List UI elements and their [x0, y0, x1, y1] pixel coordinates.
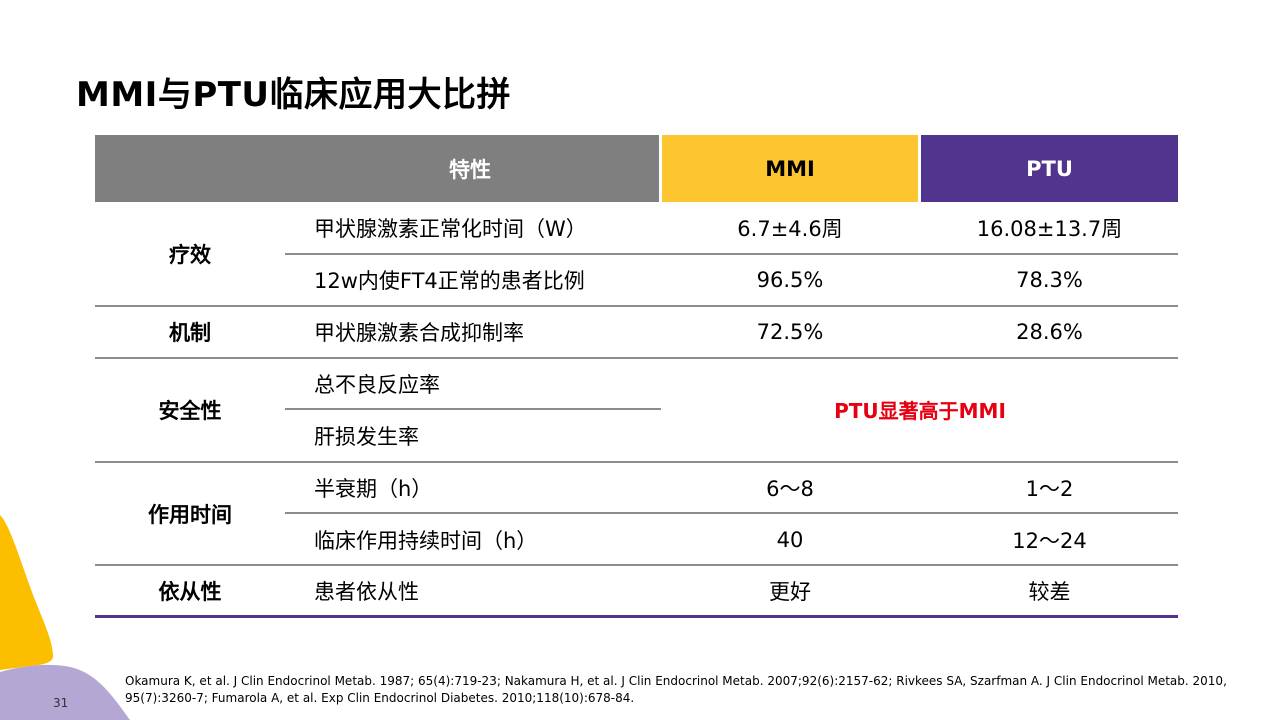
mmi-patient-compliance: 更好: [769, 580, 811, 604]
feature-synthesis-inhibition: 甲状腺激素合成抑制率: [314, 320, 524, 345]
header-feature: 特性: [95, 135, 659, 202]
ptu-ft4-normal-ratio: 78.3%: [1016, 267, 1083, 292]
ptu-synthesis-inhibition: 28.6%: [1016, 319, 1083, 344]
row-divider: [95, 357, 1178, 359]
row-divider: [285, 512, 1178, 514]
corner-decoration: [0, 515, 130, 720]
category-mechanism: 机制: [169, 320, 211, 345]
ptu-patient-compliance: 较差: [1028, 580, 1071, 604]
mmi-normalization-time: 6.7±4.6周: [737, 216, 843, 241]
mmi-synthesis-inhibition: 72.5%: [756, 319, 824, 344]
feature-half-life: 半衰期（h）: [314, 476, 433, 501]
ptu-normalization-time: 16.08±13.7周: [976, 216, 1123, 241]
feature-patient-compliance: 患者依从性: [314, 580, 419, 604]
row-divider: [285, 408, 661, 410]
feature-normalization-time: 甲状腺激素正常化时间（W）: [314, 216, 587, 241]
mmi-half-life: 6～8: [766, 476, 814, 501]
row-divider: [285, 253, 1178, 255]
feature-ft4-normal-ratio: 12w内使FT4正常的患者比例: [314, 268, 585, 293]
ptu-half-life: 1～2: [1025, 476, 1074, 501]
safety-comparison-highlight: PTU显著高于MMI: [834, 399, 1006, 423]
row-divider: [95, 305, 1178, 307]
category-compliance: 依从性: [158, 580, 222, 604]
header-feature-label: 特性: [449, 157, 491, 182]
header-mmi: MMI: [662, 135, 918, 202]
category-safety: 安全性: [158, 398, 222, 423]
row-divider: [95, 564, 1178, 566]
lavender-wave-shape: [0, 664, 130, 720]
table-bottom-border: [95, 615, 1178, 618]
yellow-wave-shape: [0, 515, 54, 670]
row-divider: [95, 461, 1178, 463]
page-title: MMI与PTU临床应用大比拼: [76, 75, 512, 115]
category-efficacy: 疗效: [169, 242, 211, 267]
category-action-time: 作用时间: [148, 502, 232, 527]
mmi-ft4-normal-ratio: 96.5%: [756, 267, 824, 292]
feature-clinical-duration: 临床作用持续时间（h）: [314, 528, 538, 553]
ptu-clinical-duration: 12～24: [1012, 528, 1087, 553]
feature-adverse-reaction-rate: 总不良反应率: [314, 372, 440, 397]
header-ptu: PTU: [921, 135, 1178, 202]
mmi-clinical-duration: 40: [776, 527, 804, 552]
page-number: 31: [53, 696, 69, 710]
references: Okamura K, et al. J Clin Endocrinol Meta…: [125, 674, 1227, 705]
feature-liver-damage-rate: 肝损发生率: [314, 424, 419, 449]
